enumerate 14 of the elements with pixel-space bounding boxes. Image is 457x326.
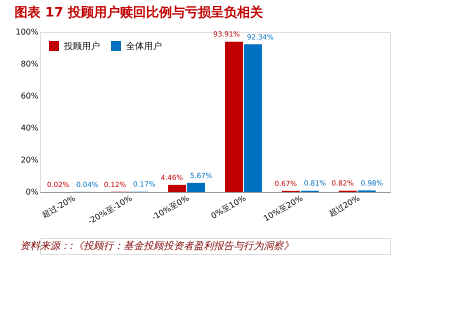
legend-label: 投顾用户 — [63, 41, 100, 52]
y-tick-label: 60% — [20, 92, 39, 100]
bar — [187, 182, 206, 192]
chart-title: 图表 17 投顾用户赎回比例与亏损呈负相关 — [14, 4, 264, 20]
text: 资料来源：:《投顾行：基金投顾投资者盈利报告与行为洞察》 — [20, 240, 294, 252]
bar — [224, 42, 243, 192]
y-tick-label: 0% — [26, 188, 39, 196]
y-tick-label: 80% — [20, 60, 39, 68]
bar — [168, 184, 186, 192]
y-tick-label: 100% — [16, 28, 39, 36]
y-tick-label: 20% — [20, 156, 39, 164]
y-tick-label: 40% — [20, 124, 39, 132]
bar — [244, 44, 262, 192]
legend-label: 全体用户 — [126, 41, 162, 52]
